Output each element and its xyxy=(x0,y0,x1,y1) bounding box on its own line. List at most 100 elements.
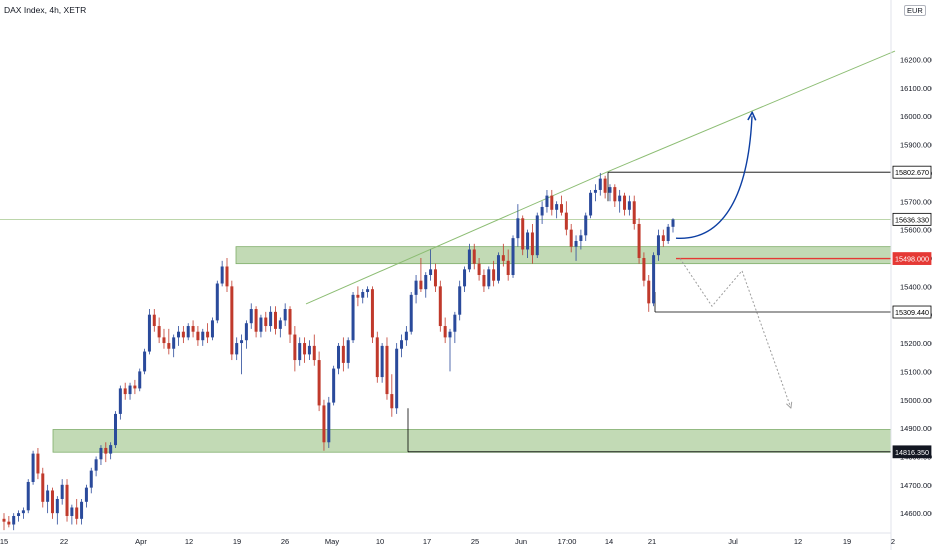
candle-body xyxy=(647,280,651,304)
candle xyxy=(80,498,84,525)
candle-body xyxy=(36,453,40,474)
candle-body xyxy=(656,235,660,256)
candle-body xyxy=(521,218,525,250)
candle xyxy=(390,374,394,417)
candle-body xyxy=(385,345,389,395)
candle-body xyxy=(70,507,74,516)
x-tick-label: 2 xyxy=(891,537,895,546)
candle xyxy=(36,447,40,480)
candle xyxy=(526,229,530,258)
currency-badge[interactable]: EUR xyxy=(904,5,926,16)
candle xyxy=(336,343,341,375)
candle xyxy=(235,337,239,361)
candle-body xyxy=(118,388,122,414)
candle xyxy=(647,275,651,312)
candle xyxy=(632,195,636,230)
candle-body xyxy=(671,219,675,227)
candle-body xyxy=(336,345,341,369)
candle xyxy=(7,515,11,528)
candle xyxy=(400,334,404,358)
candle xyxy=(564,201,568,236)
candle xyxy=(312,334,316,366)
y-tick-label: 15600.000 xyxy=(900,226,932,235)
candle-body xyxy=(341,345,345,363)
candle-body xyxy=(215,283,219,321)
candle xyxy=(89,467,93,494)
candle-body xyxy=(618,195,622,202)
candle-body xyxy=(569,229,573,247)
candle-body xyxy=(496,255,500,281)
x-tick-label: Apr xyxy=(135,537,147,546)
candle xyxy=(94,456,98,477)
candle-body xyxy=(477,263,481,276)
candle xyxy=(584,212,588,241)
candle xyxy=(433,263,437,293)
candle xyxy=(346,337,350,369)
candle xyxy=(671,218,675,233)
candle xyxy=(31,450,35,485)
candle xyxy=(269,306,273,332)
candle xyxy=(627,195,631,216)
candle-body xyxy=(41,473,45,502)
candle xyxy=(26,479,30,514)
x-tick-label: 17:00 xyxy=(558,537,577,546)
price-label: 15636.330 xyxy=(892,212,932,226)
candle-body xyxy=(278,320,282,329)
candle xyxy=(293,326,297,372)
y-tick-label: 15000.000 xyxy=(900,396,932,405)
candle-body xyxy=(443,326,447,338)
candle-body xyxy=(133,385,137,389)
x-tick-label: Jun xyxy=(515,537,527,546)
candle-body xyxy=(409,294,413,332)
candle-body xyxy=(172,337,176,349)
candle-body xyxy=(7,521,11,525)
candle-body xyxy=(283,309,287,321)
candle xyxy=(230,280,234,361)
candle-body xyxy=(555,204,559,210)
price-label-box xyxy=(892,212,932,226)
candle xyxy=(84,484,88,508)
y-tick-label: 15700.000 xyxy=(900,197,932,206)
y-tick-label: 14600.000 xyxy=(900,509,932,518)
y-tick-label: 16100.000 xyxy=(900,84,932,93)
candle-body xyxy=(2,518,6,522)
candle xyxy=(17,510,21,522)
candle-body xyxy=(579,235,583,241)
candle xyxy=(366,286,370,298)
candle-body xyxy=(94,459,98,471)
candle xyxy=(589,189,593,219)
candle xyxy=(608,184,612,202)
candle-body xyxy=(21,510,25,514)
price-label-text: 15802.670 xyxy=(895,168,929,177)
x-tick-label: 12 xyxy=(185,537,193,546)
candle-body xyxy=(574,240,578,247)
price-label: 15498.000 xyxy=(892,252,932,265)
candle xyxy=(438,280,442,332)
candle xyxy=(201,328,205,346)
candle xyxy=(113,411,118,448)
candle-body xyxy=(351,294,355,341)
candle-body xyxy=(322,405,326,443)
candle-body xyxy=(273,311,277,329)
candle xyxy=(264,311,268,332)
candle xyxy=(307,340,311,361)
candle-body xyxy=(157,326,161,338)
candle-body xyxy=(453,314,457,332)
candle-body xyxy=(652,255,656,304)
candle xyxy=(501,243,505,267)
candle xyxy=(623,192,627,216)
candle-body xyxy=(390,394,394,409)
candle-body xyxy=(191,326,195,332)
candle xyxy=(375,331,379,383)
candle xyxy=(506,249,510,281)
upper-trendline xyxy=(607,50,896,172)
y-tick-label: 16000.000 xyxy=(900,112,932,121)
candle xyxy=(249,303,253,329)
candle-body xyxy=(196,331,200,341)
candle-body xyxy=(293,334,297,361)
y-tick-label: 15400.000 xyxy=(900,282,932,291)
candle-body xyxy=(128,385,132,395)
candle-body xyxy=(346,340,350,363)
